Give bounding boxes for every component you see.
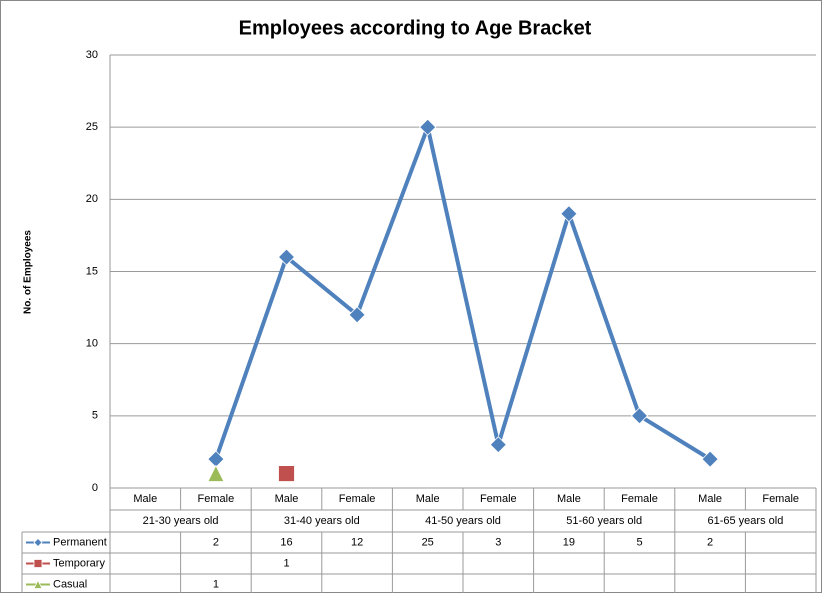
data-point: [419, 118, 437, 136]
data-point: [278, 465, 295, 482]
y-tick-label: 15: [86, 265, 98, 277]
x-tick-label: Male: [275, 493, 299, 505]
data-point: [489, 436, 507, 454]
x-tick-label: Male: [416, 493, 440, 505]
legend-label: Permanent: [53, 536, 107, 548]
table-value: 16: [280, 536, 292, 548]
legend-marker: [33, 537, 43, 548]
data-point: [630, 407, 649, 425]
data-point: [207, 464, 225, 482]
data-point: [560, 205, 578, 223]
table-value: 19: [563, 536, 575, 548]
group-label: 61-65 years old: [707, 515, 783, 527]
chart-title: Employees according to Age Bracket: [239, 17, 592, 39]
y-tick-label: 0: [92, 482, 98, 494]
legend-marker: [33, 579, 43, 589]
table-value: 12: [351, 536, 363, 548]
group-label: 21-30 years old: [143, 515, 219, 527]
table-value: 5: [636, 536, 642, 548]
table-value: 2: [213, 536, 219, 548]
x-tick-label: Male: [557, 493, 581, 505]
x-tick-label: Female: [339, 493, 376, 505]
group-label: 41-50 years old: [425, 515, 501, 527]
y-tick-label: 25: [86, 121, 98, 133]
table-value: 25: [422, 536, 434, 548]
data-point: [277, 248, 296, 266]
x-tick-label: Male: [698, 493, 722, 505]
table-value: 1: [283, 557, 289, 569]
x-tick-label: Female: [198, 493, 235, 505]
data-point: [348, 306, 366, 324]
table-value: 3: [495, 536, 501, 548]
y-tick-label: 20: [86, 193, 98, 205]
y-axis-label: No. of Employees: [23, 230, 34, 314]
table-value: 1: [213, 578, 219, 590]
x-tick-label: Female: [762, 493, 799, 505]
y-tick-label: 5: [92, 410, 98, 422]
y-tick-label: 10: [86, 338, 98, 350]
table-value: 2: [707, 536, 713, 548]
data-point: [701, 450, 719, 468]
x-tick-label: Female: [480, 493, 517, 505]
legend-label: Temporary: [53, 557, 105, 569]
y-tick-label: 30: [86, 49, 98, 61]
legend-label: Casual: [53, 578, 87, 590]
group-label: 51-60 years old: [566, 515, 642, 527]
x-tick-label: Male: [133, 493, 157, 505]
series-line: [214, 125, 712, 461]
group-label: 31-40 years old: [284, 515, 360, 527]
legend-marker: [33, 559, 43, 568]
x-tick-label: Female: [621, 493, 658, 505]
